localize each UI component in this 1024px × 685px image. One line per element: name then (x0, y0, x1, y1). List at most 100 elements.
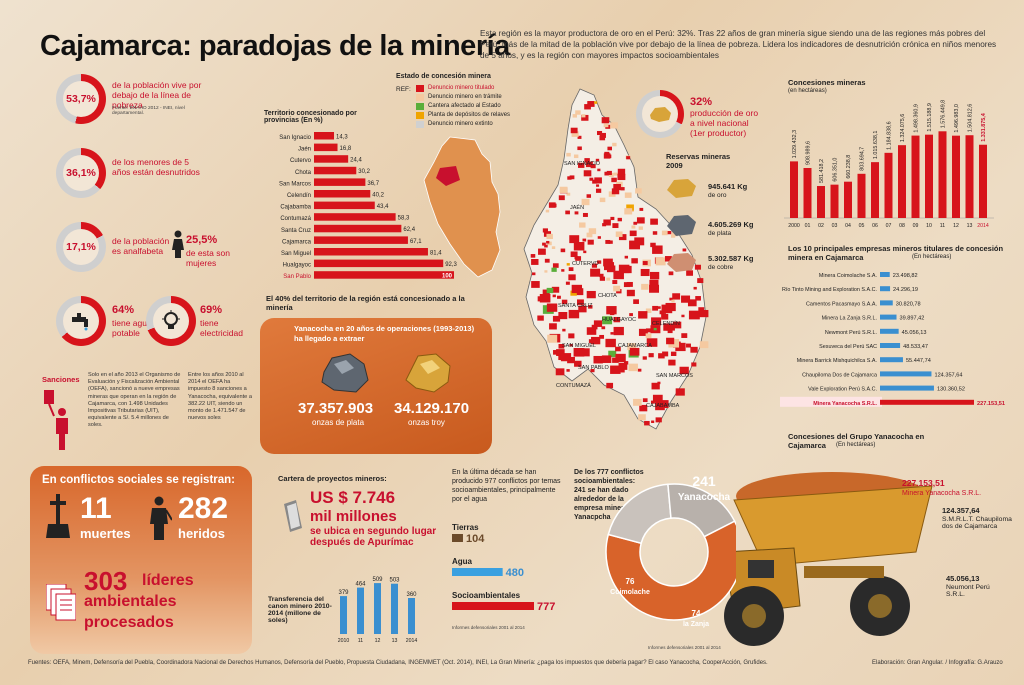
concession-patch (573, 347, 585, 357)
concession-patch (594, 177, 602, 184)
concession-patch (548, 202, 556, 208)
concession-patch (601, 326, 606, 330)
concession-patch (546, 303, 558, 312)
company-bar-minera-barrick-mishquichilca-s-a (880, 357, 903, 363)
province-chart: San Ignacio 14,3 Jaén 16,8 Cutervo 24,4 Chota 3… (279, 132, 458, 280)
concession-patch (639, 207, 644, 211)
concession-patch (542, 242, 546, 246)
map-label-cajamarca: CAJAMARCA (618, 343, 652, 349)
mining-bar-06 (871, 162, 879, 218)
mining-bar-09 (911, 135, 920, 218)
concession-patch (566, 192, 571, 196)
canon-bar-2014 (408, 598, 415, 634)
concession-patch (650, 400, 655, 404)
concession-patch (697, 278, 704, 284)
province-label: Hualgayoc (283, 263, 311, 269)
poverty-text: de la población vive por debajo de la lí… (112, 80, 202, 110)
concession-patch (661, 313, 669, 320)
province-label: Contumazá (280, 216, 311, 222)
injured-label: heridos (178, 526, 225, 541)
concession-patch (641, 283, 649, 290)
mining-chart-subtitle: (en hectáreas) (788, 88, 827, 94)
concession-patch (649, 284, 660, 293)
concession-patch (601, 355, 612, 363)
page-title: Cajamarca: paradojas de la minería (40, 30, 510, 62)
concession-patch (668, 271, 674, 276)
concession-patch (662, 351, 669, 357)
mining-bar-2014 (979, 144, 987, 218)
donut-slice-yanacocha (605, 520, 736, 621)
malnutrition-text: de los menores de 5 años están desnutrid… (112, 157, 200, 177)
concession-patch (568, 309, 580, 319)
concession-patch (559, 186, 568, 193)
reserve-gold-icon (667, 179, 696, 198)
concession-patch (568, 274, 576, 281)
concession-patch (581, 114, 589, 121)
province-bar-jaen (314, 143, 338, 152)
concession-patch (627, 343, 637, 351)
legend-swatch (416, 121, 424, 128)
map-label-cajabamba: CAJABAMBA (646, 403, 680, 409)
concession-patch (547, 241, 552, 246)
donut-value: 241 (692, 473, 716, 489)
concession-patch (604, 171, 610, 176)
company-label: Minera Yanacocha S.R.L. (813, 401, 877, 407)
concession-patch (648, 353, 654, 358)
concession-patch (691, 362, 697, 367)
concession-patch (612, 280, 618, 285)
map-label-chota: CHOTA (598, 293, 617, 299)
concession-patch (599, 132, 606, 138)
concession-patch (551, 286, 560, 293)
concession-patch (595, 188, 602, 193)
concession-patch (594, 101, 598, 104)
concession-patch (611, 177, 617, 183)
topic-bar-socioambientales (452, 602, 534, 610)
concession-patch (681, 314, 685, 318)
company-bar-minera-coimolache-s-a (880, 272, 890, 277)
concession-patch (556, 349, 565, 356)
topic-label: Agua (452, 557, 473, 566)
reserves-title: Reservas mineras 2009 (666, 152, 731, 170)
intro-text: Esta región es la mayor productora de or… (480, 29, 997, 60)
concession-patch (698, 307, 705, 312)
concession-patch (624, 208, 633, 215)
concession-patch (531, 281, 540, 288)
concession-patch (552, 263, 559, 268)
mining-year: 02 (818, 223, 824, 229)
concession-patch (602, 316, 613, 325)
group-chart-subtitle: (En hectáreas) (836, 442, 876, 448)
peru-map (423, 136, 501, 278)
concession-patch (605, 338, 616, 348)
canon-chart: 379 2010 464 11 509 12 503 13 360 2014 (338, 577, 418, 644)
company-label: Newmont Perú S.R.L. (825, 330, 877, 336)
concession-patch (624, 255, 629, 259)
concession-patch (612, 142, 617, 147)
concession-patch (579, 348, 590, 357)
concession-patch (668, 359, 676, 366)
concession-patch (605, 239, 611, 244)
legend-swatch (416, 85, 424, 92)
concession-patch (628, 363, 638, 372)
mining-bar-05 (857, 173, 866, 218)
concession-patch (617, 168, 626, 175)
concession-patch (650, 242, 656, 248)
companies-chart-title: Los 10 principales empresas mineros titu… (788, 244, 1004, 262)
illiteracy-text: de la población es analfabeta (112, 236, 170, 256)
concession-patch (583, 170, 592, 177)
concession-patch (610, 122, 618, 129)
concession-patch (666, 323, 675, 331)
mining-value: 606.351,0 (833, 158, 839, 182)
concession-patch (626, 156, 631, 160)
concession-patch (631, 258, 638, 264)
province-bar-cajamarca (314, 236, 408, 244)
concession-patch (537, 315, 544, 321)
province-value: 81,4 (430, 250, 442, 256)
concession-patch (566, 263, 570, 266)
company-label: Chaupiloma Dos de Cajamarca (802, 372, 877, 378)
concession-patch (588, 305, 593, 309)
concession-patch (613, 285, 621, 292)
concession-patch (687, 299, 697, 307)
province-value: 67,1 (410, 239, 422, 245)
concession-patch (582, 212, 588, 217)
concession-patch (579, 222, 586, 228)
